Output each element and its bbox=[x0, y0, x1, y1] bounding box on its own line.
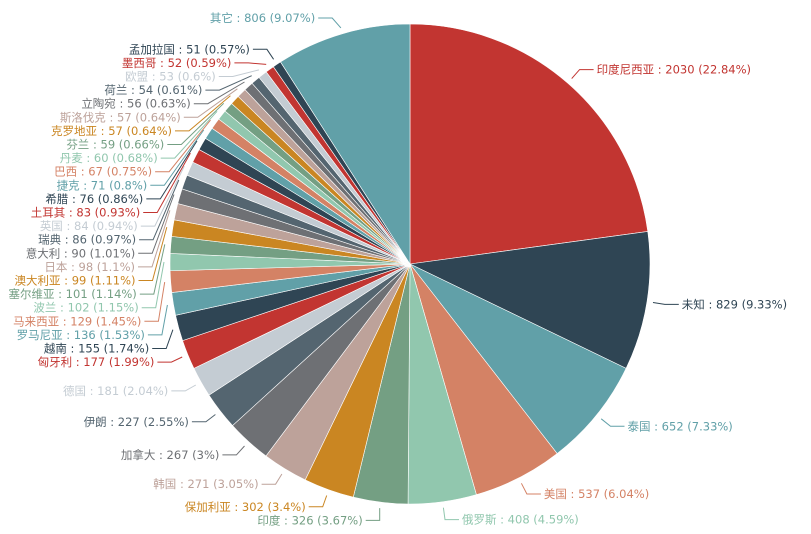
slice-19-leader-line bbox=[138, 194, 175, 254]
slice-8-label: 加拿大 : 267 (3%) bbox=[121, 448, 220, 462]
slice-11-leader-line bbox=[157, 356, 183, 363]
slice-4-leader-line bbox=[442, 507, 459, 521]
slice-10-label: 德国 : 181 (2.04%) bbox=[63, 384, 168, 398]
slice-8-leader-line bbox=[222, 445, 245, 456]
slice-2-leader-line bbox=[600, 418, 625, 427]
slice-14-leader-line bbox=[144, 282, 166, 322]
slice-27-label: 芬兰 : 59 (0.66%) bbox=[66, 138, 164, 152]
slice-23-label: 希腊 : 76 (0.86%) bbox=[45, 192, 143, 206]
slice-11-label: 匈牙利 : 177 (1.99%) bbox=[38, 355, 155, 369]
slice-22-leader-line bbox=[143, 152, 191, 213]
slice-25-label: 巴西 : 67 (0.75%) bbox=[54, 165, 152, 179]
slice-33-leader-line bbox=[234, 62, 267, 65]
slice-35-label: 其它 : 806 (9.07%) bbox=[210, 11, 315, 25]
slice-9-label: 伊朗 : 227 (2.55%) bbox=[84, 415, 189, 429]
slice-16-label: 塞尔维亚 : 101 (1.14%) bbox=[9, 287, 137, 301]
slice-labels: 印度尼西亚 : 2030 (22.84%) 未知 : 829 (9.33%) 泰国 … bbox=[9, 11, 788, 527]
slice-1-leader-line bbox=[652, 302, 679, 305]
slice-20-label: 瑞典 : 86 (0.97%) bbox=[38, 233, 136, 247]
slice-17-label: 澳大利亚 : 99 (1.11%) bbox=[15, 274, 136, 288]
slice-4-label: 俄罗斯 : 408 (4.59%) bbox=[462, 513, 579, 527]
slice-25-leader-line bbox=[155, 119, 211, 173]
slice-32-leader-line bbox=[218, 69, 260, 77]
slice-17-leader-line bbox=[138, 226, 168, 281]
slice-22-label: 土耳其 : 83 (0.93%) bbox=[31, 206, 140, 220]
slice-31-leader-line bbox=[205, 75, 252, 91]
slice-27-leader-line bbox=[167, 102, 225, 145]
slice-29-label: 斯洛伐克 : 57 (0.64%) bbox=[60, 110, 181, 124]
slice-16-leader-line bbox=[139, 244, 166, 295]
slice-7-label: 韩国 : 271 (3.05%) bbox=[153, 477, 258, 491]
slice-32-label: 欧盟 : 53 (0.6%) bbox=[125, 70, 216, 84]
slice-28-leader-line bbox=[175, 95, 231, 132]
slice-15-leader-line bbox=[141, 261, 165, 309]
slice-2-wedge[interactable] bbox=[409, 263, 627, 455]
slice-0-wedge[interactable] bbox=[409, 23, 649, 265]
slice-31-label: 荷兰 : 54 (0.61%) bbox=[104, 83, 202, 97]
slice-7-leader-line bbox=[261, 473, 283, 485]
slice-35-leader-line bbox=[318, 17, 342, 29]
slice-23-leader-line bbox=[146, 140, 198, 200]
slice-14-label: 马来西亚 : 129 (1.45%) bbox=[13, 314, 141, 328]
slice-29-leader-line bbox=[183, 88, 238, 118]
slice-9-leader-line bbox=[191, 414, 216, 423]
slice-18-label: 日本 : 98 (1.1%) bbox=[44, 260, 135, 274]
pie-slices bbox=[169, 23, 651, 505]
slice-20-leader-line bbox=[139, 179, 180, 241]
slice-28-label: 克罗地亚 : 57 (0.64%) bbox=[51, 124, 172, 138]
slice-26-leader-line bbox=[160, 110, 218, 159]
slice-10-leader-line bbox=[171, 384, 197, 392]
slice-1-label: 未知 : 829 (9.33%) bbox=[682, 297, 787, 311]
slice-3-leader-line bbox=[520, 483, 541, 495]
slice-15-label: 波兰 : 102 (1.15%) bbox=[33, 301, 138, 315]
slice-5-label: 印度 : 326 (3.67%) bbox=[257, 513, 362, 527]
slice-3-label: 美国 : 537 (6.04%) bbox=[544, 487, 649, 501]
slice-6-label: 保加利亚 : 302 (3.4%) bbox=[185, 500, 306, 514]
slice-1-wedge[interactable] bbox=[408, 231, 651, 369]
slice-24-label: 捷克 : 71 (0.8%) bbox=[57, 178, 148, 192]
slice-13-leader-line bbox=[147, 304, 168, 336]
slice-21-label: 英国 : 84 (0.94%) bbox=[40, 219, 138, 233]
slice-6-leader-line bbox=[308, 495, 328, 508]
slice-35-wedge[interactable] bbox=[280, 23, 411, 266]
slice-30-label: 立陶宛 : 56 (0.63%) bbox=[81, 97, 190, 111]
slice-34-leader-line bbox=[252, 48, 275, 60]
slice-21-leader-line bbox=[140, 165, 185, 227]
slice-13-label: 罗马尼亚 : 136 (1.53%) bbox=[17, 328, 145, 342]
slice-33-label: 墨西哥 : 52 (0.59%) bbox=[122, 56, 231, 70]
slice-0-leader-line bbox=[571, 69, 594, 79]
slice-19-label: 意大利 : 90 (1.01%) bbox=[26, 246, 135, 260]
slice-2-label: 泰国 : 652 (7.33%) bbox=[628, 419, 733, 433]
slice-34-label: 孟加拉国 : 51 (0.57%) bbox=[129, 42, 250, 56]
slice-24-leader-line bbox=[150, 129, 205, 186]
slice-26-label: 丹麦 : 60 (0.68%) bbox=[60, 151, 158, 165]
slice-30-leader-line bbox=[193, 81, 245, 105]
slice-12-leader-line bbox=[152, 329, 174, 349]
slice-12-label: 越南 : 155 (1.74%) bbox=[44, 342, 149, 356]
slice-18-leader-line bbox=[138, 210, 171, 268]
label-leader-lines bbox=[138, 17, 679, 521]
slice-0-label: 印度尼西亚 : 2030 (22.84%) bbox=[597, 63, 751, 77]
slice-5-leader-line bbox=[365, 508, 381, 521]
